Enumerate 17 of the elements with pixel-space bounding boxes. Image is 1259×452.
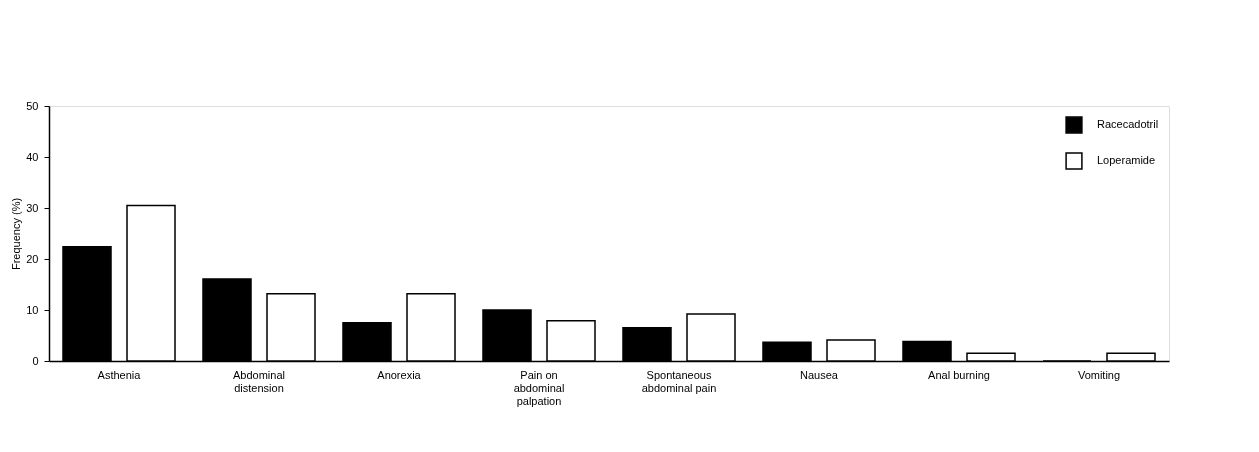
x-tick-label: Nausea [800, 368, 839, 381]
y-tick-label: 20 [26, 252, 39, 265]
x-tick-label: Anorexia [377, 368, 422, 381]
y-tick-label: 10 [26, 303, 39, 316]
x-tick-label: Abdominal distension [233, 368, 285, 394]
y-tick-label: 30 [26, 201, 39, 214]
x-tick-label: Vomiting [1077, 368, 1121, 381]
x-tick-label: Spontaneous abdominal pain [641, 368, 717, 394]
y-tick-label: 40 [26, 150, 39, 163]
y-tick-label: 50 [26, 99, 39, 112]
y-axis-title: Frequency (%) [10, 197, 23, 271]
x-tick-label: Anal burning [928, 368, 990, 381]
legend-label: Loperamide [1097, 154, 1156, 166]
y-tick-label: 0 [32, 354, 39, 367]
x-tick-label: Pain on abdominal palpation [513, 368, 565, 407]
x-tick-label: Asthenia [97, 368, 142, 381]
legend-label: Racecadotril [1097, 118, 1159, 130]
